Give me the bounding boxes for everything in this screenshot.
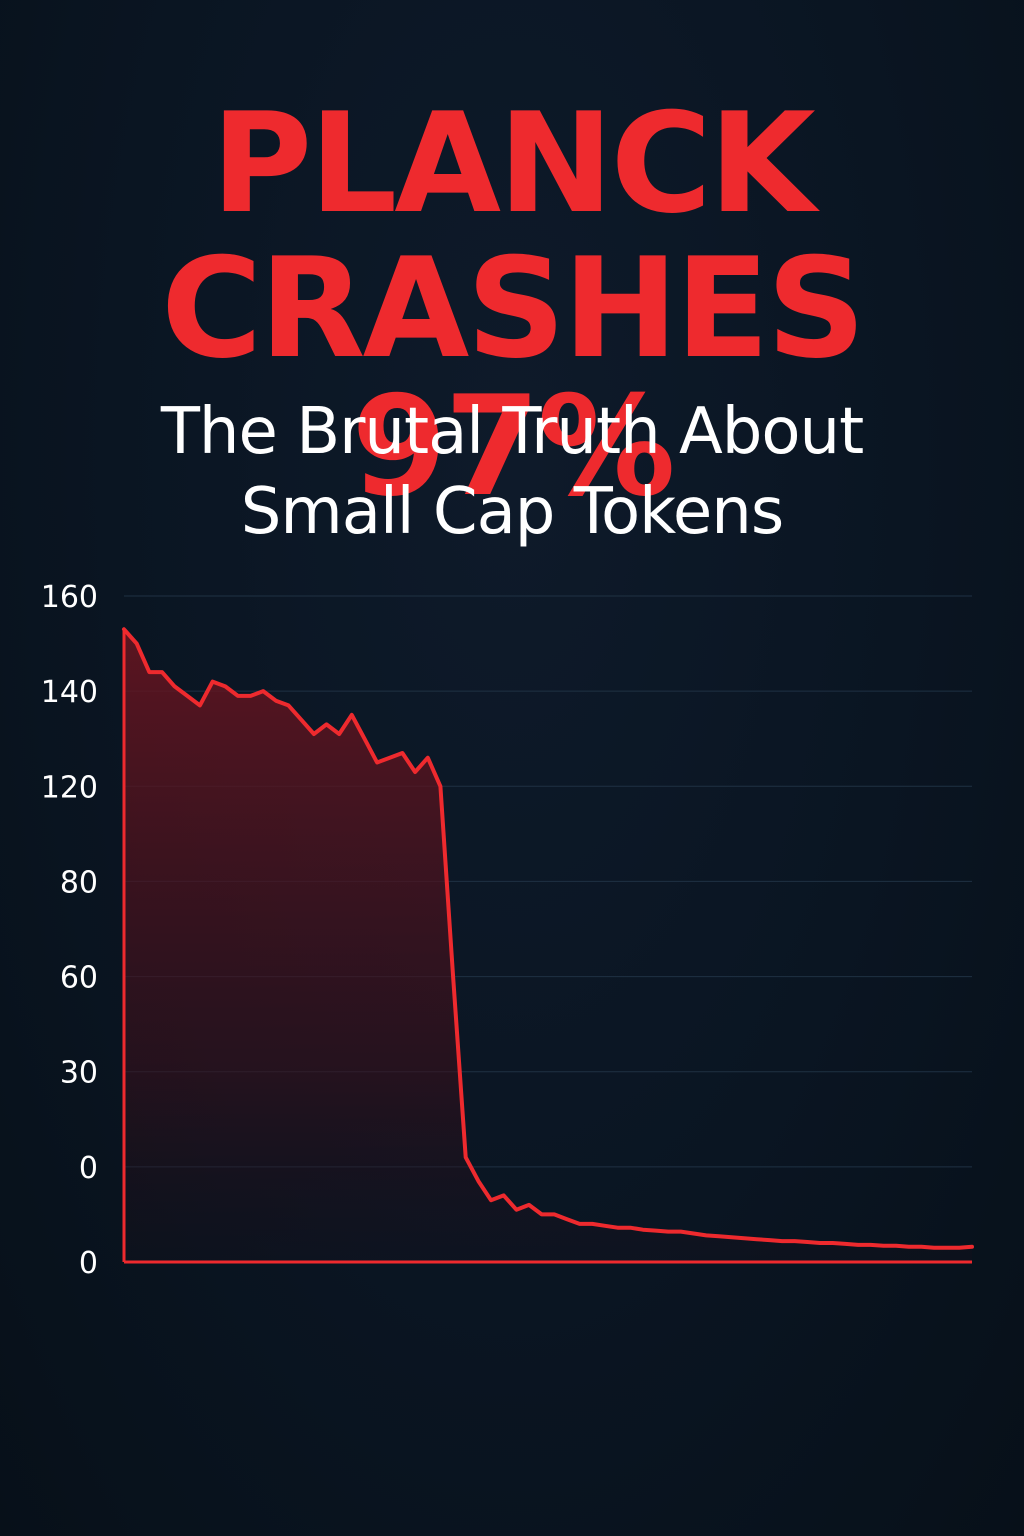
series-area-fill bbox=[124, 629, 972, 1262]
price-chart: 160 140 120 80 60 30 0 0 bbox=[41, 580, 974, 1281]
y-tick-label: 0 bbox=[79, 1151, 98, 1186]
y-tick-label: 160 bbox=[41, 580, 98, 615]
y-tick-label: 30 bbox=[60, 1056, 98, 1091]
y-axis-tick-labels: 160 140 120 80 60 30 0 0 bbox=[41, 580, 98, 1281]
y-tick-label: 120 bbox=[41, 770, 98, 805]
headline-line-1: PLANCK bbox=[211, 83, 816, 244]
series-line bbox=[122, 627, 974, 1250]
y-tick-label: 60 bbox=[60, 961, 98, 996]
plot-area bbox=[122, 627, 974, 1264]
y-tick-label: 0 bbox=[79, 1246, 98, 1281]
subtitle-line-2: Small Cap Tokens bbox=[240, 475, 784, 549]
y-tick-label: 80 bbox=[60, 865, 98, 900]
headline-line-2: CRASHES 97% bbox=[161, 228, 866, 527]
subtitle-line-1: The Brutal Truth About bbox=[160, 395, 864, 469]
y-tick-label: 140 bbox=[41, 675, 98, 710]
